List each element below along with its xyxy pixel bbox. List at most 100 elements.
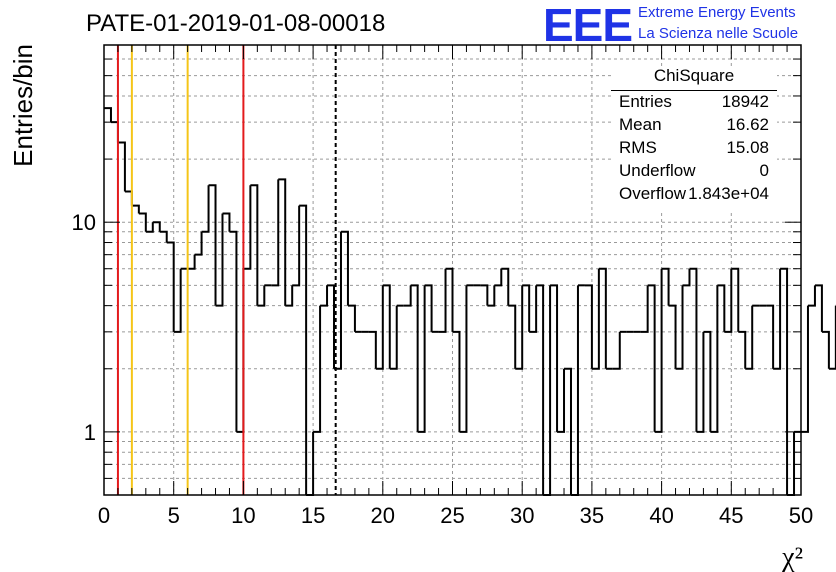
histogram-bin [375,285,384,370]
eee-logo: EEE Extreme Energy Events La Scienza nel… [543,0,833,51]
stats-value: 0 [759,161,769,180]
histogram-bin [292,205,301,287]
histogram-bin [557,368,566,433]
histogram-bin [320,285,329,307]
histogram-bin [403,285,412,307]
histogram-bin [271,179,280,287]
histogram-bin [438,268,447,333]
histogram-bin [501,267,510,306]
histogram-bin [564,367,572,495]
histogram-bin [208,184,217,306]
histogram-bin [508,304,517,369]
histogram-bin [131,204,140,214]
histogram-bin [661,267,670,306]
stats-row-mean: Mean 16.62 [619,115,769,139]
stats-row-overflow: Overflow 1.843e+04 [619,184,769,208]
x-tick-label: 25 [440,503,464,528]
histogram-bin [452,330,461,432]
histogram-bin [689,267,698,432]
histogram-bin [110,121,119,143]
histogram-bin [550,284,559,432]
histogram-bin [424,284,433,332]
histogram-bin [814,284,823,332]
histogram-bin [417,285,426,433]
x-tick-label: 0 [98,503,110,528]
histogram-bin [187,254,196,270]
histogram-bin [696,331,705,433]
histogram-bin [773,268,782,370]
stats-value: 16.62 [726,115,769,134]
histogram-bin [584,284,593,369]
stats-key: Underflow [619,161,696,180]
x-tick-label: 45 [719,503,743,528]
histogram-bin [703,330,712,432]
histogram-bin [682,268,691,287]
histogram-bin [194,231,203,256]
histogram-bin [389,305,398,370]
histogram-bin [445,267,454,332]
histogram-bin [327,284,336,369]
histogram-bin [766,304,775,369]
x-tick-label: 10 [231,503,255,528]
histogram-bin [647,284,656,432]
x-tick-label: 30 [510,503,534,528]
stats-row-rms: RMS 15.08 [619,138,769,162]
histogram-bin [543,285,552,496]
histogram-bin [159,230,168,243]
histogram-bin [480,284,489,306]
x-tick-label: 15 [301,503,325,528]
histogram-bin [382,284,391,369]
histogram-bin [299,204,308,495]
histogram-bin [780,267,789,495]
histogram-bin [236,268,245,433]
histogram-title: PATE-01-2019-01-08-00018 [86,10,386,37]
y-tick-label: 1 [84,420,96,445]
histogram-bin [522,284,531,332]
histogram-bin [515,285,524,370]
histogram-bin [731,267,740,332]
y-tick-label: 10 [72,210,96,235]
histogram-bin [145,222,154,233]
logo-line-1: Extreme Energy Events [638,4,796,21]
x-tick-label: 50 [789,503,813,528]
histogram-bin [104,107,112,123]
histogram-bin [166,241,175,332]
histogram-bin [591,268,600,370]
histogram-bin [278,178,287,306]
histogram-bin [570,285,579,496]
histogram-bin [222,212,231,232]
histogram-bin [640,285,649,333]
stats-value: 15.08 [726,138,769,157]
histogram-bin [243,185,252,270]
stats-key: RMS [619,138,657,157]
histogram-bin [821,330,830,369]
histogram-bin [257,285,266,307]
histogram-bin [487,285,496,307]
histogram-bin [724,268,733,333]
histogram-bin [738,330,747,369]
histogram-bin [201,185,210,233]
histogram-bin [612,331,621,370]
histogram-bin [710,285,719,433]
histogram-bin [410,284,419,432]
histogram-bin [675,285,684,370]
x-tick-label: 40 [649,503,673,528]
stats-box-title: ChiSquare [611,66,777,91]
histogram-bin [598,267,607,369]
histogram-bin [494,268,503,287]
stats-box: ChiSquare Entries 18942 Mean 16.62 RMS 1… [611,66,777,210]
histogram-bin [215,213,224,307]
logo-mark: EEE [543,0,633,51]
histogram-bin [340,230,349,306]
histogram-bin [347,304,356,332]
stats-key: Mean [619,115,662,134]
histogram-bin [250,184,259,306]
x-tick-label: 5 [168,503,180,528]
stats-key: Overflow [619,184,687,203]
histogram-bin [173,268,182,333]
histogram-bin [138,212,147,232]
histogram-bin [828,305,836,370]
x-axis-title: χ² [781,542,803,572]
x-tick-label: 20 [371,503,395,528]
stats-value: 1.843e+04 [688,184,769,203]
